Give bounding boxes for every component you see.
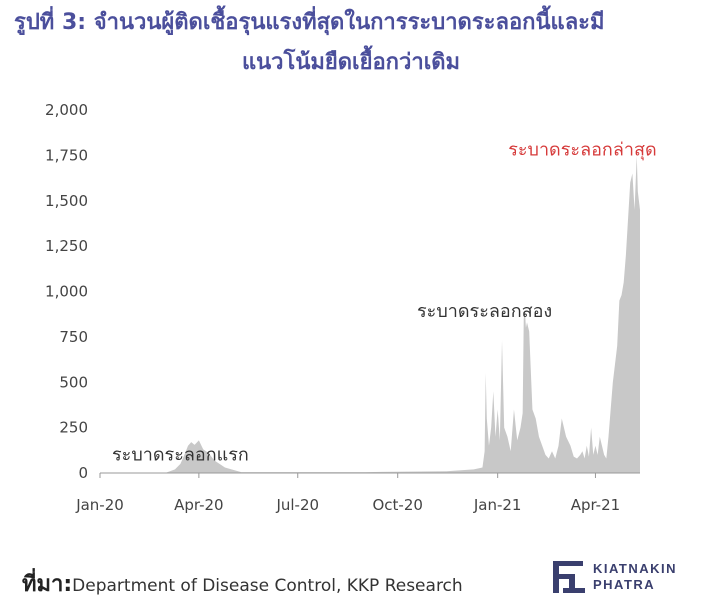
annotation-label: ระบาดระลอกแรก	[112, 444, 249, 465]
x-tick-label: Jan-20	[75, 496, 124, 514]
y-tick-label: 0	[78, 464, 88, 482]
y-tick-label: 1,250	[45, 237, 88, 255]
y-tick-label: 2,000	[45, 101, 88, 119]
chart-area: 0 250 500 750 1,000 1,250 1,500 1,750 2,000 Jan-…	[45, 101, 657, 514]
x-axis: Jan-20 Apr-20 Jul-20 Oct-20 Jan-21 Apr-21	[75, 473, 620, 514]
source-note: ที่มา:Department of Disease Control, KKP…	[22, 566, 463, 601]
x-tick-label: Oct-20	[372, 496, 422, 514]
x-tick-label: Apr-20	[174, 496, 224, 514]
y-tick-label: 250	[59, 419, 88, 437]
logo-text-line-2: PHATRA	[593, 577, 656, 592]
source-label: ที่มา:	[22, 572, 73, 597]
annotations: ระบาดระลอกแรก ระบาดระลอกสอง ระบาดระลอกล่าส…	[112, 139, 657, 465]
y-tick-label: 1,000	[45, 283, 88, 301]
x-tick-label: Jul-20	[275, 496, 319, 514]
y-tick-label: 1,500	[45, 192, 88, 210]
x-tick-label: Apr-21	[571, 496, 621, 514]
annotation-label: ระบาดระลอกสอง	[417, 301, 552, 322]
annotation-label: ระบาดระลอกล่าสุด	[508, 139, 656, 160]
y-axis: 0 250 500 750 1,000 1,250 1,500 1,750 2,000	[45, 101, 88, 482]
logo-mark-icon	[553, 561, 585, 593]
series-area	[100, 155, 640, 473]
logo-text-line-1: KIATNAKIN	[593, 561, 678, 576]
y-tick-label: 500	[59, 373, 88, 391]
kiatnakin-phatra-logo: KIATNAKIN PHATRA	[551, 555, 691, 599]
y-tick-label: 750	[59, 328, 88, 346]
source-text: Department of Disease Control, KKP Resea…	[72, 576, 463, 596]
chart-title-line-2: แนวโน้มยืดเยื้อกว่าเดิม	[241, 50, 461, 75]
y-tick-label: 1,750	[45, 146, 88, 164]
x-tick-label: Jan-21	[473, 496, 522, 514]
chart-title-line-1: รูปที่ 3: จำนวนผู้ติดเชื้อรุนแรงที่สุดใน…	[14, 10, 605, 35]
